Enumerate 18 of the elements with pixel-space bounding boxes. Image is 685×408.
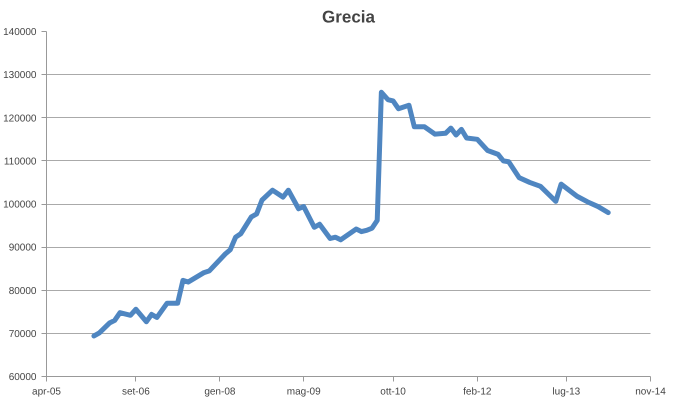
x-tick-label: apr-05 bbox=[32, 386, 62, 398]
chart-title: Grecia bbox=[322, 8, 376, 26]
y-tick-label: 140000 bbox=[3, 27, 37, 38]
y-tick-label: 100000 bbox=[3, 200, 37, 210]
x-tick-label: set-06 bbox=[122, 386, 150, 398]
x-tick-label: mag-09 bbox=[286, 386, 322, 398]
y-tick-label: 60000 bbox=[8, 372, 37, 383]
x-tick-label: ott-10 bbox=[380, 386, 406, 398]
x-tick-label: nov-14 bbox=[635, 386, 666, 398]
y-tick-label: 80000 bbox=[8, 286, 37, 297]
x-tick-label: feb-12 bbox=[463, 386, 492, 398]
y-tick-label: 110000 bbox=[4, 156, 37, 168]
y-tick-label: 90000 bbox=[8, 242, 37, 254]
y-tick-label: 120000 bbox=[3, 113, 37, 124]
x-tick-label: lug-13 bbox=[552, 386, 581, 398]
y-tick-label: 70000 bbox=[8, 328, 37, 340]
x-tick-label: gen-08 bbox=[204, 386, 236, 398]
y-tick-label: 130000 bbox=[3, 70, 37, 82]
